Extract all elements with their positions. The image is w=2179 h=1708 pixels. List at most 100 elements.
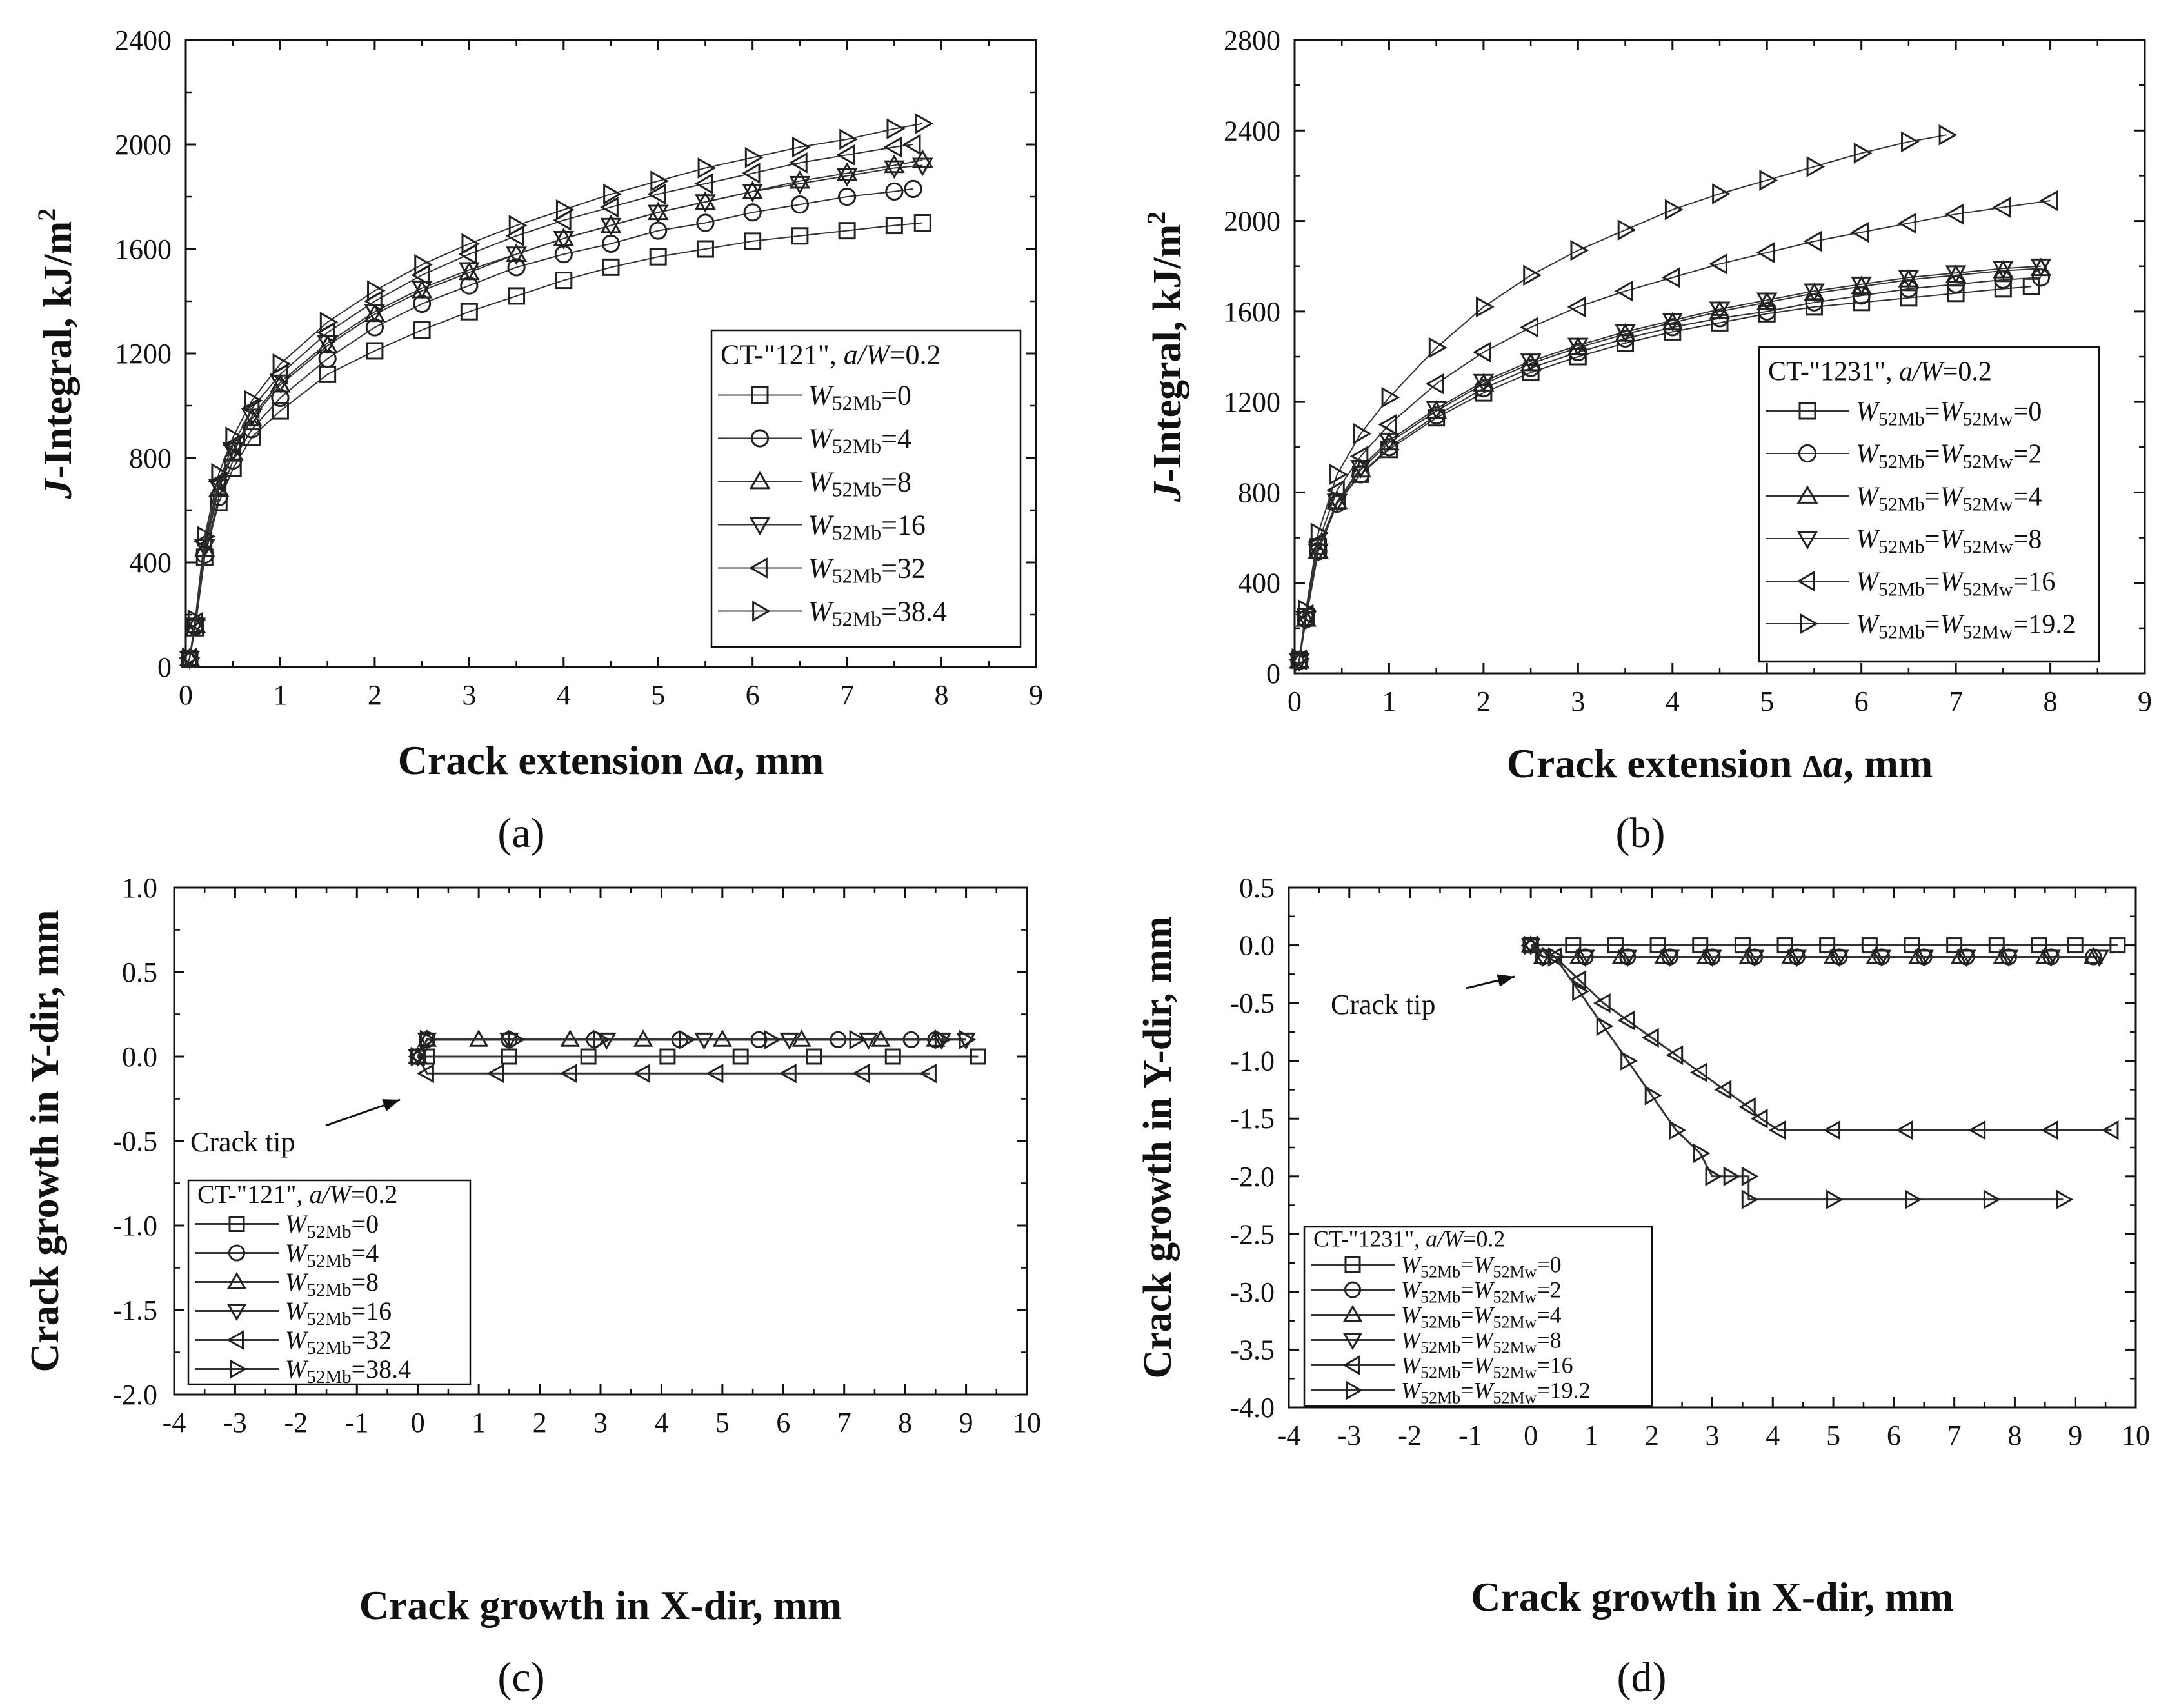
data-point bbox=[1615, 324, 1636, 343]
data-point bbox=[650, 170, 670, 192]
data-point bbox=[1804, 283, 1825, 303]
x-tick-label: -2 bbox=[1398, 1420, 1422, 1451]
data-point bbox=[1569, 970, 1587, 990]
data-point bbox=[364, 304, 386, 323]
data-point bbox=[1572, 981, 1589, 1002]
x-axis-title: Crack growth in X-dir, mm bbox=[1471, 1574, 1953, 1620]
data-point bbox=[836, 162, 858, 181]
legend-label: W52Mb=16 bbox=[808, 509, 926, 544]
x-tick-label: 6 bbox=[1855, 686, 1869, 717]
y-tick-label: -0.5 bbox=[1229, 988, 1275, 1019]
data-point bbox=[1723, 1166, 1741, 1187]
legend-marker bbox=[1342, 1355, 1360, 1375]
y-tick-label: -1.0 bbox=[1229, 1046, 1275, 1077]
data-point bbox=[319, 312, 339, 333]
x-tick-label: 4 bbox=[1666, 686, 1680, 717]
data-point bbox=[647, 183, 666, 205]
data-point bbox=[1806, 156, 1826, 177]
data-point bbox=[2030, 258, 2052, 277]
x-tick-label: 2 bbox=[1645, 1420, 1659, 1451]
data-point bbox=[1570, 239, 1589, 261]
x-tick-label: 1 bbox=[1584, 1420, 1598, 1451]
data-point bbox=[1787, 949, 1807, 968]
data-point bbox=[871, 1029, 891, 1047]
data-point bbox=[1998, 949, 2019, 968]
legend-box bbox=[1758, 346, 2100, 663]
data-point bbox=[633, 1063, 651, 1084]
data-point bbox=[1947, 275, 1965, 293]
legend-marker bbox=[749, 517, 771, 536]
data-point bbox=[1524, 935, 1541, 955]
legend: CT-"1231", a/W=0.2 W52Mb=W52Mw=0 W52Mb=W52… bbox=[1758, 346, 2100, 663]
x-tick-label: 2 bbox=[368, 679, 382, 711]
legend-label: W52Mb=0 bbox=[285, 1209, 379, 1242]
data-point bbox=[2031, 268, 2051, 287]
data-point bbox=[417, 1063, 434, 1084]
series-line bbox=[417, 1038, 966, 1057]
chart-panel-2: 0 1 2 3 4 5 6 7 8 9 0 400 800 1200 1600 2000 2400 2800 Cra… bbox=[1142, 25, 2152, 857]
data-point bbox=[836, 144, 855, 166]
data-point bbox=[1593, 993, 1611, 1013]
data-point bbox=[1567, 337, 1589, 357]
data-point bbox=[272, 353, 292, 375]
data-point bbox=[602, 258, 620, 276]
series-line bbox=[185, 164, 923, 668]
data-point bbox=[1425, 373, 1444, 395]
data-point bbox=[883, 154, 905, 174]
x-tick-label: -1 bbox=[345, 1407, 369, 1438]
legend-label: W52Mb=W52Mw=19.2 bbox=[1856, 610, 2076, 642]
x-tick-label: 0 bbox=[411, 1407, 425, 1438]
y-tick-label: 2400 bbox=[1224, 115, 1280, 146]
data-point bbox=[1768, 1120, 1786, 1140]
data-point bbox=[603, 183, 622, 205]
series-W52Mb-W52Mw-19.2 bbox=[1524, 935, 2074, 1209]
data-point bbox=[1310, 522, 1329, 544]
data-point bbox=[742, 184, 764, 203]
data-point bbox=[789, 170, 811, 189]
data-point bbox=[852, 1063, 870, 1084]
data-point bbox=[1756, 292, 1778, 312]
y-tick-label: 0.5 bbox=[1239, 872, 1275, 904]
data-point bbox=[1993, 946, 2013, 964]
legend-marker bbox=[1342, 1333, 1363, 1351]
data-point bbox=[1473, 341, 1491, 363]
panel-label: (c) bbox=[497, 1654, 544, 1701]
data-point bbox=[911, 157, 933, 177]
y-tick-label: -3.0 bbox=[1229, 1276, 1275, 1308]
x-tick-label: 5 bbox=[1760, 686, 1774, 717]
data-point bbox=[1692, 937, 1709, 954]
series-line bbox=[185, 123, 923, 668]
data-point bbox=[1945, 265, 1967, 284]
data-point bbox=[1614, 280, 1633, 302]
data-point bbox=[1476, 296, 1495, 318]
data-point bbox=[507, 258, 526, 277]
x-tick-label: 7 bbox=[1947, 1420, 1962, 1451]
data-point bbox=[1900, 289, 1918, 307]
y-tick-label: -2.5 bbox=[1229, 1218, 1275, 1250]
data-point bbox=[1776, 937, 1793, 954]
data-point bbox=[789, 175, 811, 195]
data-point bbox=[508, 1029, 526, 1050]
data-point bbox=[1956, 949, 1976, 968]
legend-item: W52Mb=4 bbox=[195, 1238, 379, 1271]
legend-marker bbox=[751, 386, 769, 404]
y-tick-label: 1200 bbox=[115, 338, 172, 370]
data-point bbox=[2109, 937, 2126, 954]
x-tick-label: 9 bbox=[959, 1407, 973, 1438]
x-tick-label: 4 bbox=[557, 679, 571, 711]
legend-title: CT-"121", a/W=0.2 bbox=[721, 339, 940, 370]
data-point bbox=[1898, 270, 1920, 289]
data-point bbox=[1992, 261, 2014, 280]
data-point bbox=[1853, 142, 1873, 164]
legend-marker bbox=[1342, 1304, 1363, 1322]
y-tick-label: 0.0 bbox=[122, 1041, 157, 1073]
data-point bbox=[1756, 242, 1775, 264]
x-tick-label: -3 bbox=[1337, 1420, 1361, 1451]
legend-item: W52Mb=W52Mw=16 bbox=[1311, 1353, 1573, 1382]
data-point bbox=[1781, 946, 1801, 964]
x-tick-label: 4 bbox=[1766, 1420, 1780, 1451]
data-point bbox=[366, 342, 384, 360]
legend-marker bbox=[230, 1359, 247, 1379]
data-point bbox=[1823, 946, 1844, 964]
y-axis-title: Crack growth in Y-dir, mm bbox=[23, 909, 67, 1372]
